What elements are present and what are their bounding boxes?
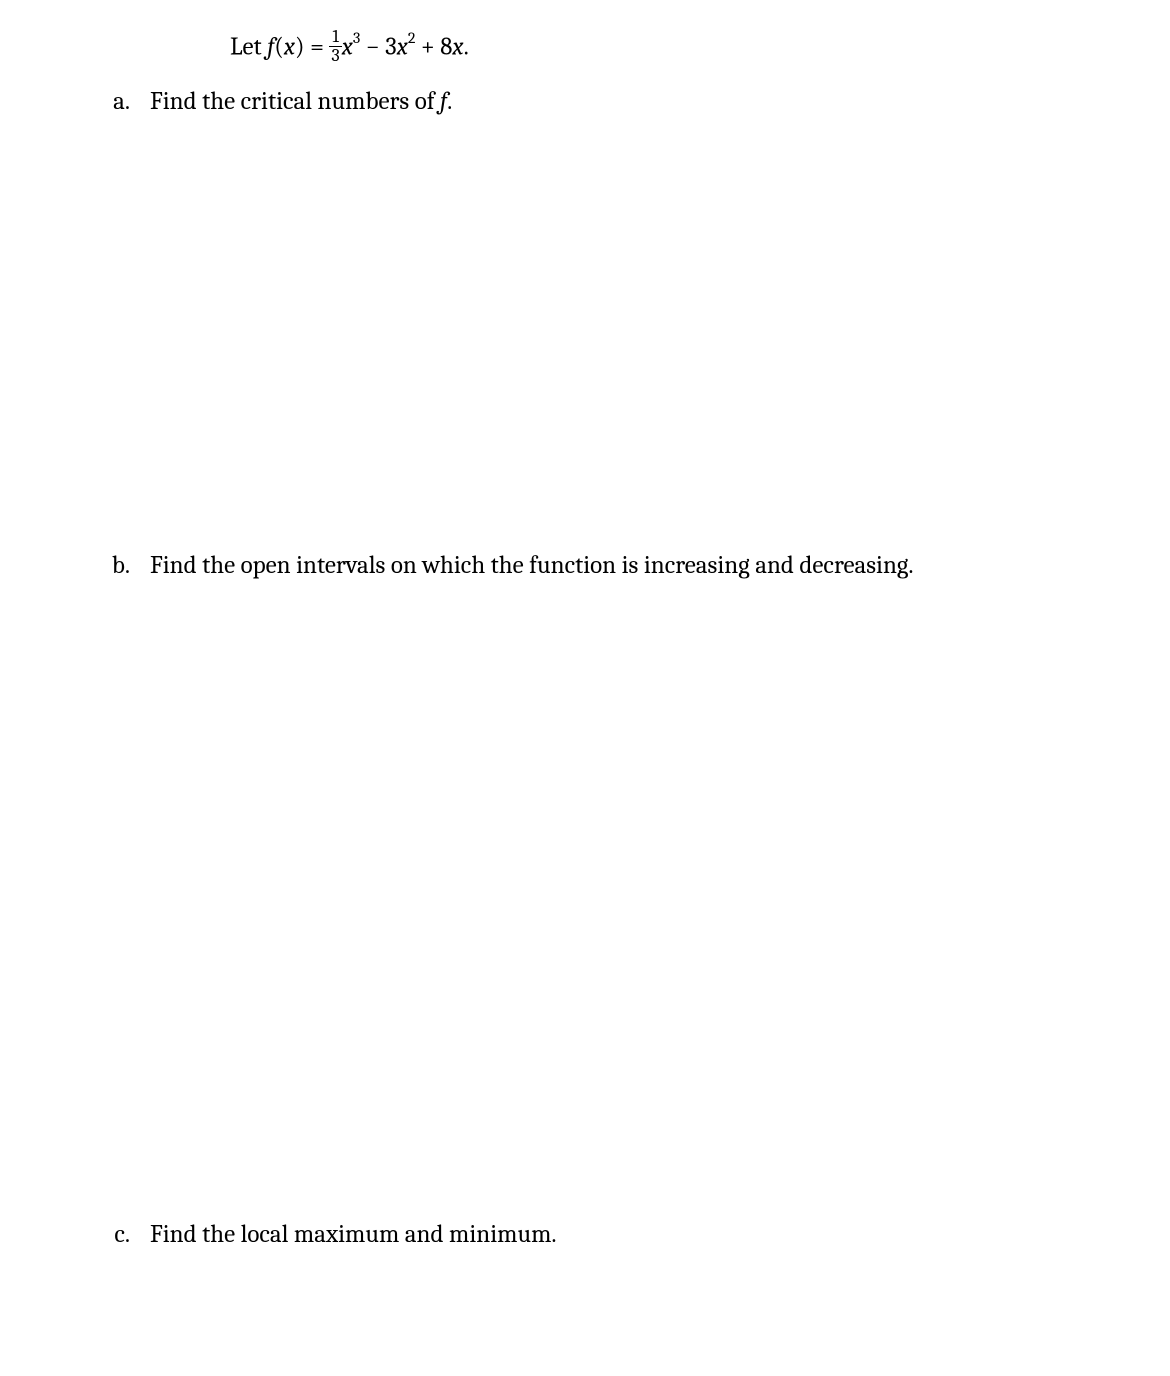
problem-item-a: a. Find the critical numbers of f.: [100, 87, 1110, 116]
item-label-a: a.: [100, 87, 150, 116]
equation-paren-close: ) =: [295, 32, 329, 61]
item-label-b: b.: [100, 551, 150, 580]
problem-item-b: b. Find the open intervals on which the …: [100, 551, 1110, 580]
workspace-b: [100, 600, 1110, 1220]
equation-variable: x: [284, 32, 295, 61]
equation-fraction: 13: [329, 28, 341, 65]
equation-paren-open: (: [274, 32, 284, 61]
equation-term1-exp: 3: [353, 29, 360, 47]
equation-term2-var: x: [397, 32, 408, 61]
problem-item-c: c. Find the local maximum and minimum.: [100, 1220, 1110, 1249]
equation-term3: + 8: [421, 32, 452, 61]
item-prompt-b: Find the open intervals on which the fun…: [150, 551, 1110, 580]
equation-term1-var: x: [342, 32, 353, 61]
item-a-text-before: Find the critical numbers of: [150, 87, 440, 116]
equation-suffix: .: [464, 32, 469, 61]
item-prompt-a: Find the critical numbers of f.: [150, 87, 1110, 116]
item-a-text-after: .: [447, 87, 452, 116]
equation-prefix: Let: [230, 32, 267, 61]
item-prompt-c: Find the local maximum and minimum.: [150, 1220, 1110, 1249]
equation-term2-coef: − 3: [366, 32, 397, 61]
equation-line: Let f(x) = 13x3 − 3x2 + 8x.: [100, 30, 1110, 67]
workspace-a: [100, 136, 1110, 551]
item-label-c: c.: [100, 1220, 150, 1249]
fraction-denominator: 3: [329, 47, 341, 65]
equation-term3-var: x: [452, 32, 463, 61]
equation-term2-exp: 2: [408, 29, 416, 47]
